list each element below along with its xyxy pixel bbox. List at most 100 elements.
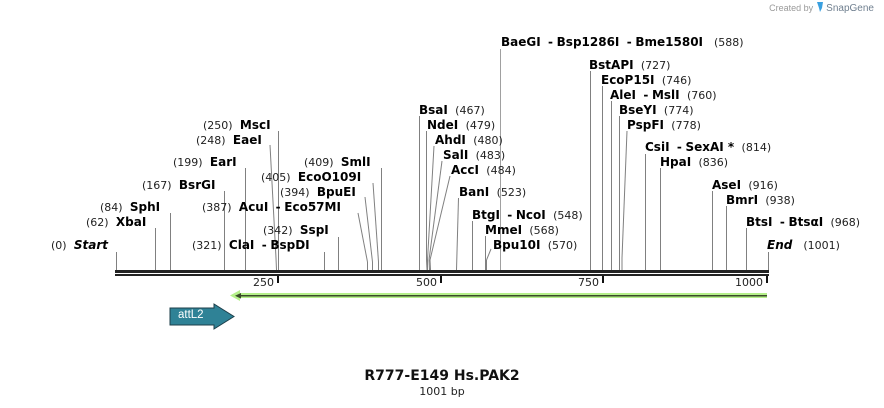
- site-position: (814): [741, 141, 772, 154]
- site-name-2: NcoI: [515, 208, 546, 222]
- site-position: (405): [261, 171, 291, 184]
- site-name: ClaI: [228, 238, 255, 252]
- attl2-label[interactable]: attL2: [178, 309, 204, 321]
- site-name: EaeI: [232, 133, 262, 147]
- ruler-tick-250: 250: [253, 276, 274, 289]
- site-position: (836): [698, 156, 729, 169]
- site-position: (321): [192, 239, 222, 252]
- site-acui-eco57mi[interactable]: (387) AcuI - Eco57MI: [202, 200, 341, 215]
- site-name: AhdI: [435, 133, 466, 147]
- ruler-ticks: [277, 276, 768, 283]
- site-bpu10i[interactable]: Bpu10I (570): [493, 238, 577, 253]
- site-mmei[interactable]: MmeI (568): [485, 223, 559, 238]
- site-acci[interactable]: AccI (484): [451, 163, 516, 178]
- site-name: SalI: [443, 148, 469, 162]
- site-position: (62): [86, 216, 109, 229]
- site-asei[interactable]: AseI (916): [712, 178, 778, 193]
- site-end[interactable]: End (1001): [767, 238, 840, 253]
- ruler-tick-750: 750: [578, 276, 599, 289]
- site-name: NdeI: [427, 118, 459, 132]
- site-position: (409): [304, 156, 334, 169]
- site-position: (84): [100, 201, 123, 214]
- site-bani[interactable]: BanI (523): [459, 185, 526, 200]
- site-bstapi[interactable]: BstAPI (727): [589, 58, 670, 73]
- site-name-2: SexAI *: [685, 140, 735, 154]
- site-name: PspFI: [627, 118, 664, 132]
- site-csii-sexai[interactable]: CsiI - SexAI * (814): [645, 140, 771, 155]
- site-name: BsaI: [419, 103, 448, 117]
- site-eaei[interactable]: (248) EaeI: [196, 133, 262, 148]
- site-name: BseYI: [619, 103, 657, 117]
- map-length: 1001 bp: [419, 385, 465, 398]
- site-baegi-bsp1286i-bme1580i[interactable]: BaeGI - Bsp1286I - Bme1580I (588): [501, 35, 744, 50]
- site-btsi-btsai[interactable]: BtsI - BtsαI (968): [746, 215, 860, 230]
- site-name: AseI: [712, 178, 742, 192]
- site-name: End: [767, 238, 793, 252]
- site-ecoo109i[interactable]: (405) EcoO109I: [261, 170, 361, 185]
- site-position: (387): [202, 201, 232, 214]
- site-sali[interactable]: SalI (483): [443, 148, 505, 163]
- attl2-feature-arrow: [169, 303, 235, 330]
- site-name: BpuEI: [316, 185, 356, 199]
- site-position: (394): [280, 186, 310, 199]
- site-ahdi[interactable]: AhdI (480): [435, 133, 503, 148]
- site-position: (199): [173, 156, 203, 169]
- site-ndei[interactable]: NdeI (479): [427, 118, 495, 133]
- site-bseyi[interactable]: BseYI (774): [619, 103, 694, 118]
- snapgene-credit: Created by SnapGene: [769, 2, 874, 14]
- site-position: (483): [475, 149, 506, 162]
- site-name: CsiI: [645, 140, 670, 154]
- site-name: EcoP15I: [601, 73, 655, 87]
- site-sphi[interactable]: (84) SphI: [100, 200, 160, 215]
- site-name: BtsI: [746, 215, 773, 229]
- site-alei-msli[interactable]: AleI - MslI (760): [610, 88, 717, 103]
- site-name: AleI: [610, 88, 637, 102]
- site-name: BmrI: [726, 193, 759, 207]
- site-position: (342): [263, 224, 293, 237]
- site-position: (548): [553, 209, 583, 222]
- site-name: EcoO109I: [297, 170, 362, 184]
- site-name-2: BtsαI: [788, 215, 824, 229]
- site-name: EarI: [209, 155, 237, 169]
- site-position: (760): [686, 89, 717, 102]
- site-msci[interactable]: (250) MscI: [203, 118, 271, 133]
- site-separator: -: [507, 208, 513, 222]
- site-position: (916): [748, 179, 778, 192]
- site-position: (484): [486, 164, 516, 177]
- site-name-2: MslI: [651, 88, 680, 102]
- site-name: AcuI: [238, 200, 269, 214]
- site-ecop15i[interactable]: EcoP15I (746): [601, 73, 691, 88]
- site-name: MmeI: [485, 223, 523, 237]
- site-position: (938): [765, 194, 795, 207]
- site-name-2: BspDI: [270, 238, 310, 252]
- map-title: R777-E149 Hs.PAK2: [364, 368, 520, 384]
- site-position: (0): [51, 239, 67, 252]
- site-bpuei[interactable]: (394) BpuEI: [280, 185, 356, 200]
- site-position: (588): [713, 36, 744, 49]
- site-name: HpaI: [660, 155, 692, 169]
- site-name: BanI: [459, 185, 490, 199]
- site-pspfi[interactable]: PspFI (778): [627, 118, 701, 133]
- site-bsai[interactable]: BsaI (467): [419, 103, 485, 118]
- site-position: (968): [830, 216, 861, 229]
- site-clai-bspdi[interactable]: (321) ClaI - BspDI: [192, 238, 310, 253]
- site-bsrgi[interactable]: (167) BsrGI: [142, 178, 215, 193]
- site-bmri[interactable]: BmrI (938): [726, 193, 795, 208]
- site-separator: -: [548, 35, 553, 49]
- site-separator: -: [779, 215, 785, 229]
- site-eari[interactable]: (199) EarI: [173, 155, 237, 170]
- credit-prefix: Created by: [769, 3, 814, 13]
- site-name: BaeGI: [501, 35, 541, 49]
- site-name: XbaI: [115, 215, 147, 229]
- reverse-feature-arrow: [230, 290, 767, 301]
- site-smli[interactable]: (409) SmlI: [304, 155, 371, 170]
- site-separator: -: [261, 238, 267, 252]
- site-hpai[interactable]: HpaI (836): [660, 155, 728, 170]
- site-position: (1001): [803, 239, 840, 252]
- site-sspi[interactable]: (342) SspI: [263, 223, 329, 238]
- site-start[interactable]: (0) Start: [51, 238, 108, 253]
- site-separator: -: [275, 200, 281, 214]
- site-xbai[interactable]: (62) XbaI: [86, 215, 146, 230]
- site-name: SphI: [129, 200, 161, 214]
- site-btgi-ncoi[interactable]: BtgI - NcoI (548): [472, 208, 583, 223]
